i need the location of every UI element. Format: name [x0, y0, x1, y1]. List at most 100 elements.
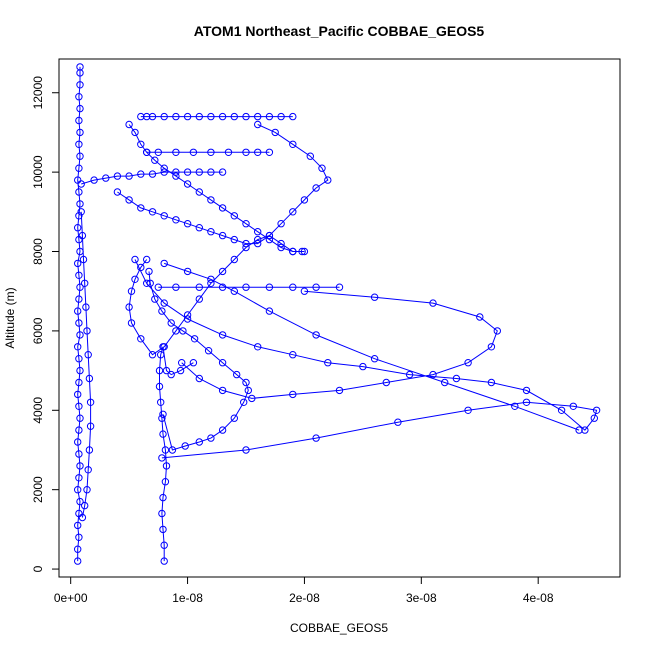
- data-point: [207, 279, 215, 287]
- data-point: [76, 81, 84, 89]
- data-point: [452, 374, 461, 383]
- data-point: [161, 446, 170, 454]
- data-point: [83, 486, 91, 494]
- data-point: [143, 255, 151, 264]
- data-point: [277, 112, 285, 121]
- data-point: [277, 243, 285, 252]
- data-point: [242, 112, 250, 121]
- data-point: [131, 275, 139, 283]
- data-point: [569, 402, 577, 410]
- data-point: [160, 557, 168, 565]
- data-point: [218, 112, 227, 121]
- data-point: [224, 148, 233, 157]
- data-point: [75, 355, 83, 363]
- data-point: [318, 164, 326, 172]
- data-point: [127, 319, 136, 327]
- data-point: [172, 112, 180, 121]
- data-series: [77, 168, 227, 188]
- data-series: [155, 343, 198, 565]
- data-point: [207, 148, 215, 157]
- data-point: [265, 231, 274, 240]
- data-point: [76, 462, 84, 470]
- data-point: [158, 414, 166, 422]
- data-point: [242, 220, 250, 228]
- x-tick-label: 1e-08: [172, 591, 203, 605]
- data-point: [160, 541, 168, 549]
- data-point: [277, 220, 285, 228]
- x-tick-label: 4e-08: [523, 591, 554, 605]
- data-point: [218, 386, 227, 395]
- data-point: [254, 343, 262, 351]
- data-point: [74, 307, 82, 315]
- data-point: [207, 112, 215, 121]
- data-point: [254, 148, 262, 157]
- data-point: [81, 501, 89, 510]
- data-point: [84, 351, 92, 359]
- data-point: [76, 152, 84, 160]
- y-tick-label: 0: [31, 565, 45, 572]
- x-tick-label: 2e-08: [289, 591, 320, 605]
- data-point: [298, 247, 306, 256]
- data-point: [522, 386, 531, 395]
- data-point: [394, 418, 402, 426]
- data-point: [159, 525, 167, 534]
- data-point: [289, 351, 297, 359]
- data-series: [145, 267, 253, 454]
- data-point: [183, 180, 192, 188]
- data-point: [76, 366, 84, 375]
- data-point: [592, 406, 601, 414]
- data-point: [75, 212, 83, 220]
- data-point: [86, 398, 95, 406]
- data-point: [181, 442, 189, 450]
- data-point: [143, 279, 151, 287]
- series-line: [80, 211, 92, 518]
- series-line: [159, 346, 194, 562]
- data-point: [204, 347, 213, 355]
- data-point: [207, 228, 215, 236]
- data-point: [172, 283, 180, 291]
- data-point: [179, 327, 187, 335]
- series-line: [81, 171, 223, 185]
- data-point: [77, 208, 85, 216]
- data-point: [218, 359, 227, 367]
- data-point: [160, 212, 168, 220]
- data-point: [312, 331, 320, 339]
- data-point: [230, 414, 239, 422]
- data-point: [382, 378, 390, 387]
- data-series: [77, 208, 95, 522]
- data-point: [370, 355, 379, 363]
- data-point: [254, 235, 262, 244]
- plot-frame: [58, 58, 621, 578]
- data-point: [244, 386, 253, 395]
- data-point: [74, 486, 82, 494]
- data-point: [78, 513, 87, 522]
- data-point: [160, 299, 168, 307]
- data-point: [148, 351, 157, 359]
- data-point: [207, 434, 215, 442]
- series-line: [117, 124, 329, 245]
- data-point: [265, 235, 274, 244]
- y-tick-label: 12000: [31, 76, 45, 110]
- data-point: [218, 204, 227, 212]
- data-point: [75, 271, 83, 279]
- data-point: [306, 152, 314, 160]
- data-point: [75, 402, 83, 410]
- data-point: [81, 279, 89, 287]
- data-point: [137, 112, 145, 121]
- data-point: [441, 378, 449, 387]
- data-point: [370, 293, 379, 301]
- data-point: [265, 112, 274, 121]
- data-point: [172, 327, 180, 335]
- data-point: [335, 386, 344, 395]
- data-point: [75, 164, 83, 172]
- data-point: [230, 212, 239, 220]
- data-point: [557, 406, 566, 414]
- data-point: [74, 557, 82, 565]
- data-point: [82, 303, 90, 311]
- data-point: [289, 208, 297, 216]
- data-point: [78, 231, 87, 240]
- data-point: [172, 148, 180, 157]
- data-point: [195, 224, 204, 232]
- data-point: [75, 295, 83, 303]
